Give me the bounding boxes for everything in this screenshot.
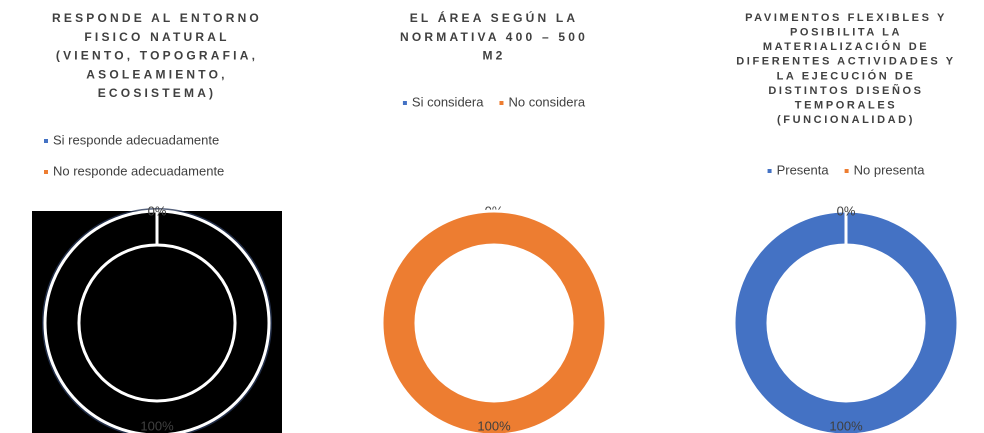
donut-slice bbox=[380, 209, 608, 433]
chart-title: PAVIMENTOS FLEXIBLES Y bbox=[745, 12, 947, 24]
chart-title: (VIENTO, TOPOGRAFIA, bbox=[56, 49, 258, 63]
chart-title: NORMATIVA 400 – 500 bbox=[400, 30, 588, 44]
data-label: 100% bbox=[829, 418, 863, 433]
data-label: 0% bbox=[837, 203, 856, 218]
chart-title: RESPONDE AL ENTORNO bbox=[52, 11, 262, 25]
chart-title: MATERIALIZACIÓN DE bbox=[763, 40, 929, 53]
donut-slice bbox=[43, 209, 271, 433]
legend-swatch bbox=[44, 139, 48, 143]
chart-title: (FUNCIONALIDAD) bbox=[777, 114, 915, 126]
donut-slice bbox=[732, 209, 960, 433]
data-label: 100% bbox=[477, 418, 511, 433]
legend-label: Si considera bbox=[412, 94, 484, 109]
chart-title: ECOSISTEMA) bbox=[98, 86, 217, 100]
chart-title: LA EJECUCIÓN DE bbox=[777, 69, 916, 82]
legend-swatch bbox=[844, 169, 849, 173]
data-label: 100% bbox=[140, 418, 174, 433]
legend-swatch bbox=[44, 170, 48, 174]
donut-chart: RESPONDE AL ENTORNO FISICO NATURAL (VIENTO… bbox=[32, 11, 282, 433]
chart-title: EL ÁREA SEGÚN LA bbox=[410, 10, 579, 25]
chart-title: TEMPORALES bbox=[795, 100, 897, 112]
chart-title: DISTINTOS DISEÑOS bbox=[768, 84, 923, 97]
legend-label: No presenta bbox=[854, 162, 926, 177]
chart-title: FISICO NATURAL bbox=[84, 30, 229, 44]
legend-swatch bbox=[402, 101, 407, 105]
chart-title: M2 bbox=[482, 49, 505, 63]
chart-title: DIFERENTES ACTIVIDADES Y bbox=[736, 56, 955, 68]
legend-swatch bbox=[767, 169, 772, 173]
donut-chart: EL ÁREA SEGÚN LA NORMATIVA 400 – 500 M2 Si … bbox=[380, 10, 608, 433]
chart-title: POSIBILITA LA bbox=[790, 27, 902, 39]
chart-title: ASOLEAMIENTO, bbox=[86, 67, 227, 81]
legend-label: No considera bbox=[508, 94, 585, 109]
legend-label: No responde adecuadamente bbox=[53, 163, 224, 178]
donut-chart: PAVIMENTOS FLEXIBLES Y POSIBILITA LAMATER… bbox=[732, 12, 960, 433]
data-label: 0% bbox=[148, 203, 167, 218]
legend-label: Si responde adecuadamente bbox=[53, 132, 219, 147]
legend-swatch bbox=[499, 101, 504, 105]
legend-label: Presenta bbox=[777, 162, 830, 177]
